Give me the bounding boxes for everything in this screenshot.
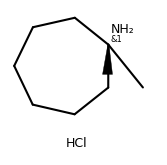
Text: NH₂: NH₂ [110,23,134,36]
Polygon shape [103,46,113,74]
Text: HCl: HCl [66,137,88,150]
Text: &1: &1 [110,35,122,44]
